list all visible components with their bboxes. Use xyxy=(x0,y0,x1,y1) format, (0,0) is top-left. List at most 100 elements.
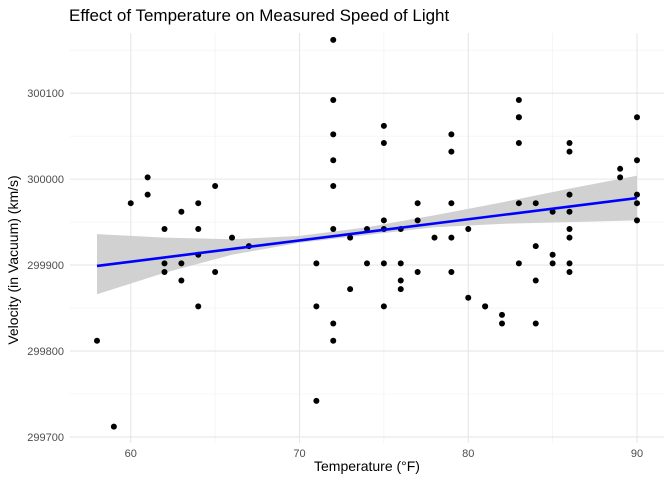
y-tick-label: 299700 xyxy=(27,432,64,444)
x-tick-label: 90 xyxy=(631,448,643,460)
data-point xyxy=(330,131,337,138)
data-point xyxy=(532,320,539,327)
data-point xyxy=(347,234,354,241)
data-point xyxy=(465,294,472,301)
data-point xyxy=(144,174,151,181)
data-point xyxy=(127,200,134,207)
data-point xyxy=(330,97,337,104)
x-tick-label: 80 xyxy=(462,448,474,460)
minor-grid xyxy=(70,33,664,443)
data-point xyxy=(566,225,573,232)
data-point xyxy=(414,217,421,224)
data-point xyxy=(515,114,522,121)
data-point xyxy=(110,423,117,430)
data-point xyxy=(448,200,455,207)
y-tick-label: 299900 xyxy=(27,260,64,272)
regression-line xyxy=(96,196,638,268)
data-point xyxy=(448,268,455,275)
data-point xyxy=(195,303,202,310)
data-point xyxy=(313,397,320,404)
data-point xyxy=(634,217,640,224)
data-point xyxy=(178,277,185,284)
data-point xyxy=(549,208,556,215)
data-point xyxy=(617,174,624,181)
data-point xyxy=(195,225,202,232)
data-point xyxy=(380,260,387,267)
data-point xyxy=(380,140,387,147)
points-layer xyxy=(94,36,640,430)
data-point xyxy=(212,268,219,275)
data-point xyxy=(178,260,185,267)
data-point xyxy=(617,165,624,172)
data-point xyxy=(380,217,387,224)
data-point xyxy=(515,97,522,104)
data-point xyxy=(566,268,573,275)
data-point xyxy=(499,320,505,327)
data-point xyxy=(634,191,640,198)
data-point xyxy=(229,234,235,241)
data-point xyxy=(397,277,404,284)
data-point xyxy=(195,200,202,207)
data-point xyxy=(178,208,185,215)
data-point xyxy=(94,337,100,344)
data-point xyxy=(515,140,522,147)
data-point xyxy=(380,122,387,129)
data-point xyxy=(330,337,337,344)
data-point xyxy=(634,200,640,207)
major-grid xyxy=(70,33,664,443)
data-point xyxy=(431,234,438,241)
data-point xyxy=(380,303,387,310)
data-point xyxy=(397,260,404,267)
data-point xyxy=(448,234,455,241)
data-point xyxy=(144,191,151,198)
x-tick-label: 60 xyxy=(125,448,137,460)
data-point xyxy=(330,183,337,189)
data-point xyxy=(566,140,573,147)
data-point xyxy=(330,157,337,164)
data-point xyxy=(364,225,370,232)
y-tick-labels: 299700 299800 299900 300000 300100 xyxy=(27,88,64,444)
data-point xyxy=(482,303,489,310)
data-point xyxy=(414,200,421,207)
data-point xyxy=(161,225,168,232)
data-point xyxy=(347,286,354,293)
confidence-band-layer xyxy=(97,175,637,295)
data-point xyxy=(330,225,337,232)
data-point xyxy=(397,286,404,293)
data-point xyxy=(634,157,640,164)
data-point xyxy=(566,234,573,241)
data-point xyxy=(515,200,522,207)
data-point xyxy=(330,320,337,327)
data-point xyxy=(448,148,455,155)
data-point xyxy=(566,208,573,215)
data-point xyxy=(448,131,455,138)
y-tick-label: 299800 xyxy=(27,346,64,358)
data-point xyxy=(465,225,472,232)
data-point xyxy=(212,183,219,189)
data-point xyxy=(313,303,320,310)
data-point xyxy=(313,260,320,267)
data-point xyxy=(161,268,168,275)
fit-line-layer xyxy=(96,196,638,268)
y-tick-label: 300100 xyxy=(27,88,64,100)
data-point xyxy=(499,311,505,318)
y-tick-label: 300000 xyxy=(27,174,64,186)
data-point xyxy=(566,191,573,198)
data-point xyxy=(549,260,556,267)
data-point xyxy=(566,148,573,155)
data-point xyxy=(532,243,539,250)
data-point xyxy=(515,260,522,267)
data-point xyxy=(532,200,539,207)
confidence-band xyxy=(97,175,637,295)
data-point xyxy=(532,277,539,284)
x-axis-title: Temperature (°F) xyxy=(314,458,420,474)
x-tick-label: 70 xyxy=(293,448,305,460)
chart-title: Effect of Temperature on Measured Speed … xyxy=(69,6,450,25)
data-point xyxy=(566,260,573,267)
y-axis-title: Velocity (in Vacuum) (km/s) xyxy=(5,175,21,344)
data-point xyxy=(330,36,337,43)
data-point xyxy=(549,251,556,258)
data-point xyxy=(364,260,370,267)
data-point xyxy=(161,260,168,267)
